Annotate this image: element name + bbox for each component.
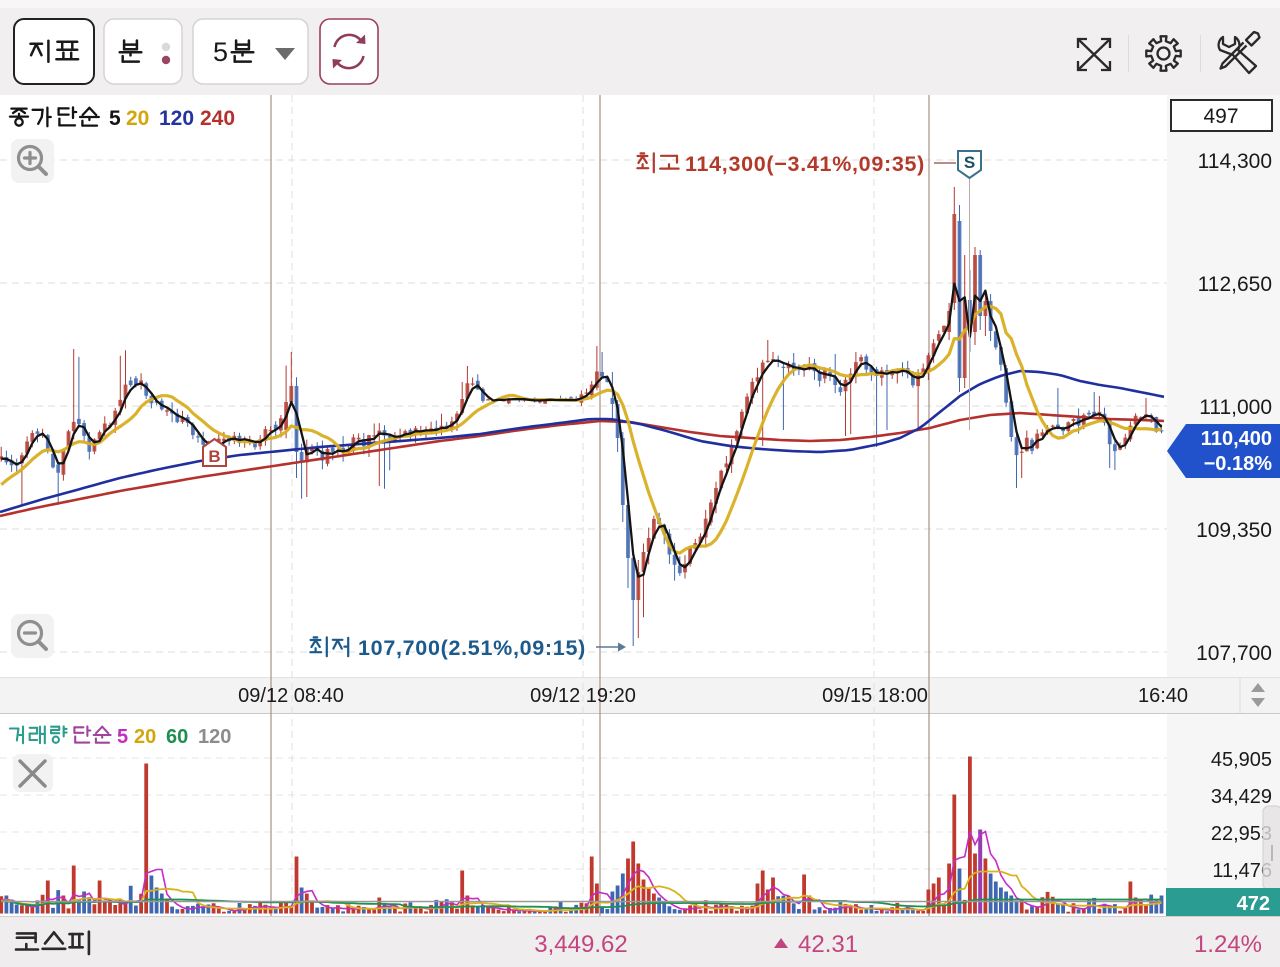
svg-text:16:40: 16:40 xyxy=(1138,685,1188,707)
svg-text:22,953: 22,953 xyxy=(1211,823,1272,845)
svg-text:−0.18%: −0.18% xyxy=(1204,453,1273,475)
svg-text:111,000: 111,000 xyxy=(1199,396,1272,419)
svg-text:09/12 19:20: 09/12 19:20 xyxy=(530,685,636,707)
svg-text:09/15 18:00: 09/15 18:00 xyxy=(822,685,928,707)
svg-text:11,476: 11,476 xyxy=(1212,860,1272,882)
svg-text:114,300: 114,300 xyxy=(1198,150,1272,173)
svg-text:45,905: 45,905 xyxy=(1211,749,1272,771)
svg-text:107,700: 107,700 xyxy=(1196,642,1272,665)
svg-text:5: 5 xyxy=(213,37,228,67)
svg-text:110,400: 110,400 xyxy=(1201,428,1272,450)
svg-text:1.24%: 1.24% xyxy=(1194,931,1262,958)
svg-text:42.31: 42.31 xyxy=(798,931,858,958)
svg-text:497: 497 xyxy=(1203,105,1238,128)
svg-text:34,429: 34,429 xyxy=(1211,786,1272,808)
svg-text:3,449.62: 3,449.62 xyxy=(534,931,627,958)
svg-text:107,700(2.51%,09:15): 107,700(2.51%,09:15) xyxy=(358,636,586,660)
svg-text:B: B xyxy=(208,447,220,466)
svg-text:112,650: 112,650 xyxy=(1198,273,1272,296)
svg-text:S: S xyxy=(964,153,975,172)
svg-text:472: 472 xyxy=(1237,893,1270,915)
svg-text:109,350: 109,350 xyxy=(1196,519,1272,542)
svg-text:09/12 08:40: 09/12 08:40 xyxy=(238,685,344,707)
svg-text:114,300(−3.41%,09:35): 114,300(−3.41%,09:35) xyxy=(685,152,925,176)
